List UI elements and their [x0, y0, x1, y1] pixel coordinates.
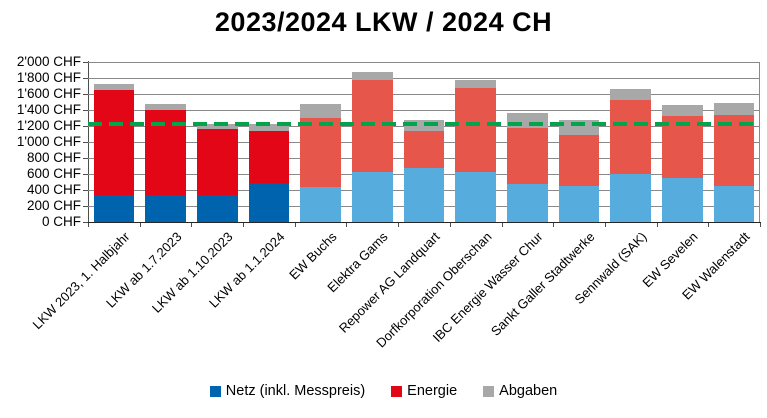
y-axis-tick-label: 400 CHF — [26, 182, 81, 197]
bar-segment-abgaben — [248, 124, 290, 132]
bar-segment-energie — [248, 131, 290, 184]
bar-segment-abgaben — [300, 103, 341, 118]
bar-segment-netz — [558, 185, 600, 222]
legend-label: Energie — [407, 383, 458, 399]
bar-segment-abgaben — [455, 80, 497, 89]
gridline — [88, 93, 760, 95]
bar-segment-abgaben — [662, 104, 703, 117]
bar-segment-energie — [713, 115, 755, 186]
bar-segment-energie — [300, 117, 341, 187]
legend-swatch-icon — [483, 386, 495, 397]
plot-right-border — [759, 62, 760, 222]
y-axis-tick — [83, 126, 88, 127]
x-axis-tick — [656, 223, 658, 227]
bar-segment-netz — [351, 172, 393, 222]
y-axis-tick — [83, 158, 88, 159]
y-axis-tick-label: 0 CHF — [41, 214, 81, 229]
x-axis-tick — [760, 223, 761, 227]
bar-segment-netz — [507, 183, 548, 222]
bar-segment-netz — [300, 186, 341, 222]
x-axis-tick — [604, 223, 606, 227]
legend: Netz (inkl. Messpreis) Energie Abgaben — [0, 383, 767, 399]
bar-segment-netz — [662, 178, 703, 222]
bar-segment-abgaben — [610, 88, 652, 101]
legend-swatch-icon — [209, 386, 221, 397]
bar-segment-energie — [196, 129, 238, 196]
bar-segment-netz — [93, 195, 135, 222]
gridline — [88, 77, 760, 79]
bar-segment-netz — [248, 183, 290, 222]
y-axis-tick-label: 2'000 CHF — [16, 54, 81, 69]
y-axis-tick — [83, 190, 88, 191]
y-axis-tick-label: 1'400 CHF — [16, 102, 81, 117]
y-axis-tick-label: 1'200 CHF — [16, 118, 81, 133]
x-axis-tick — [88, 223, 89, 227]
bar-segment-abgaben — [93, 84, 135, 90]
gridline — [88, 109, 760, 111]
y-axis-tick — [83, 174, 88, 175]
y-axis-tick-label: 600 CHF — [26, 166, 81, 181]
y-axis-tick-label: 1'000 CHF — [16, 134, 81, 149]
x-axis-tick — [449, 223, 451, 227]
y-axis-tick — [83, 62, 88, 63]
y-axis-tick — [83, 142, 88, 143]
x-axis-tick — [243, 223, 245, 227]
x-axis-tick — [501, 223, 503, 227]
y-axis-tick — [83, 78, 88, 79]
y-axis-tick-label: 1'600 CHF — [16, 86, 81, 101]
legend-swatch-icon — [391, 386, 403, 397]
x-axis-tick — [708, 223, 710, 227]
x-axis-label: LKW 2023, 1. Halbjahr — [29, 229, 133, 333]
y-axis-tick-label: 200 CHF — [26, 198, 81, 213]
y-axis-tick — [83, 110, 88, 111]
x-axis-tick — [553, 223, 555, 227]
legend-item: Netz (inkl. Messpreis) — [209, 383, 366, 399]
bar-segment-netz — [196, 195, 238, 222]
bar-segment-energie — [93, 90, 135, 196]
legend-label: Abgaben — [499, 383, 558, 399]
bar-segment-abgaben — [713, 103, 755, 116]
bar-segment-abgaben — [145, 104, 186, 110]
bar-segment-energie — [662, 116, 703, 179]
bar-segment-energie — [507, 128, 548, 184]
y-axis-tick-label: 1'800 CHF — [16, 70, 81, 85]
chart-title: 2023/2024 LKW / 2024 CH — [214, 7, 553, 37]
x-axis-tick — [346, 223, 348, 227]
bar-segment-netz — [713, 185, 755, 222]
bar-segment-energie — [403, 131, 445, 169]
x-axis-line — [88, 222, 761, 223]
bar-segment-netz — [610, 174, 652, 222]
y-axis-tick — [83, 94, 88, 95]
legend-label: Netz (inkl. Messpreis) — [225, 383, 366, 399]
bar-segment-energie — [610, 100, 652, 175]
x-axis-tick — [191, 223, 193, 227]
y-axis-tick-label: 800 CHF — [26, 150, 81, 165]
reference-line — [88, 122, 760, 127]
plot-area — [88, 61, 760, 222]
bar-segment-netz — [403, 168, 445, 222]
x-axis-tick — [398, 223, 400, 227]
bar-segment-energie — [351, 80, 393, 173]
gridline — [88, 61, 760, 63]
legend-item: Abgaben — [483, 383, 557, 399]
bar-segment-energie — [455, 88, 497, 173]
bar-segment-netz — [145, 195, 186, 222]
y-axis-tick — [83, 222, 88, 223]
legend-item: Energie — [391, 383, 457, 399]
bar-segment-energie — [558, 135, 600, 186]
x-axis-tick — [139, 223, 141, 227]
bar-segment-abgaben — [351, 71, 393, 81]
bar-segment-netz — [455, 172, 497, 222]
bar-segment-abgaben — [196, 124, 238, 130]
y-axis-tick — [83, 206, 88, 207]
x-axis-tick — [294, 223, 296, 227]
